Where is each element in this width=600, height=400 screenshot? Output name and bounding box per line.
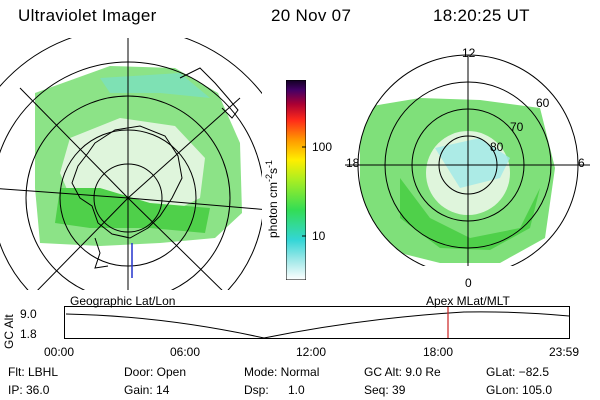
lat-label-60: 60 bbox=[536, 96, 550, 110]
mlt-label-6: 6 bbox=[578, 156, 585, 170]
orbit-altitude-curve bbox=[65, 311, 570, 339]
colorbar-tick-10: 10 bbox=[312, 229, 326, 243]
lat-label-80: 80 bbox=[490, 140, 504, 154]
colorbar bbox=[286, 80, 306, 280]
timeline-tick-0600: 06:00 bbox=[170, 345, 201, 359]
coastline bbox=[71, 125, 183, 239]
timeline-tick-2359: 23:59 bbox=[549, 345, 580, 359]
mlt-label-12: 12 bbox=[462, 46, 476, 60]
magnetic-map bbox=[345, 54, 590, 266]
colorbar-label: photon cm-2s-1 bbox=[264, 159, 280, 238]
mlt-label-0: 0 bbox=[465, 276, 472, 290]
glat-info: GLat: −82.5 bbox=[486, 365, 550, 379]
timeline-tick-1200: 12:00 bbox=[296, 345, 327, 359]
dsp-label: Dsp: bbox=[244, 383, 269, 397]
image-date: 20 Nov 07 bbox=[271, 6, 352, 25]
lat-label-70: 70 bbox=[510, 120, 524, 134]
app-title: Ultraviolet Imager bbox=[18, 6, 157, 25]
timeline-left-title: Geographic Lat/Lon bbox=[70, 294, 176, 308]
ip-info: IP: 36.0 bbox=[8, 383, 50, 397]
glon-info: GLon: 105.0 bbox=[486, 383, 553, 397]
filter-info: Flt: LBHL bbox=[8, 365, 59, 379]
dsp-value: 1.0 bbox=[288, 383, 305, 397]
door-info: Door: Open bbox=[124, 365, 187, 379]
timeline-tick-0000: 00:00 bbox=[44, 345, 75, 359]
timeline-tick-1800: 18:00 bbox=[423, 345, 454, 359]
mlt-label-18: 18 bbox=[346, 156, 360, 170]
mode-info: Mode: Normal bbox=[244, 365, 320, 379]
timeline-right-title: Apex MLat/MLT bbox=[426, 294, 510, 308]
gain-info: Gain: 14 bbox=[124, 383, 170, 397]
gc-alt-info: GC Alt: 9.0 Re bbox=[364, 365, 441, 379]
timeline-plot bbox=[64, 306, 570, 339]
image-time: 18:20:25 UT bbox=[433, 6, 530, 25]
timeline-yaxis-label: GC Alt bbox=[2, 314, 16, 349]
timeline-y-max: 9.0 bbox=[20, 307, 37, 321]
geographic-map bbox=[0, 38, 262, 290]
colorbar-tick-100: 100 bbox=[312, 140, 333, 154]
seq-info: Seq: 39 bbox=[364, 383, 406, 397]
timeline-y-min: 1.8 bbox=[20, 327, 37, 341]
